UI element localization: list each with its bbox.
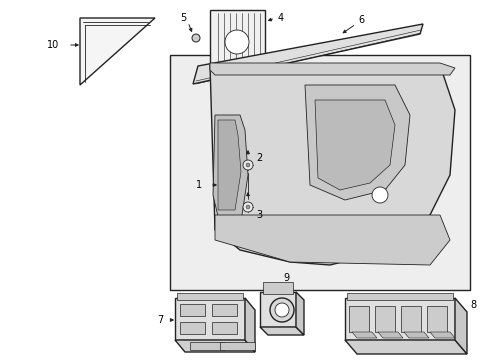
Polygon shape: [180, 304, 204, 316]
Polygon shape: [218, 120, 241, 210]
Polygon shape: [429, 332, 454, 338]
Polygon shape: [80, 18, 155, 85]
Polygon shape: [220, 342, 254, 350]
Text: 8: 8: [469, 300, 475, 310]
Polygon shape: [260, 292, 295, 327]
Circle shape: [243, 202, 252, 212]
Polygon shape: [263, 282, 292, 294]
Polygon shape: [374, 306, 394, 332]
Polygon shape: [175, 298, 244, 340]
Text: 3: 3: [256, 210, 262, 220]
Text: 7: 7: [157, 315, 163, 325]
Circle shape: [245, 163, 249, 167]
Polygon shape: [377, 332, 402, 338]
Polygon shape: [305, 85, 409, 200]
Text: 9: 9: [283, 273, 288, 283]
Polygon shape: [454, 298, 466, 354]
Text: 2: 2: [256, 153, 262, 163]
Polygon shape: [177, 293, 243, 300]
Polygon shape: [295, 292, 304, 335]
Polygon shape: [209, 10, 264, 65]
Polygon shape: [346, 293, 452, 300]
Polygon shape: [170, 55, 469, 290]
Circle shape: [243, 160, 252, 170]
Polygon shape: [215, 215, 449, 265]
Polygon shape: [400, 306, 420, 332]
Circle shape: [192, 34, 200, 42]
Polygon shape: [244, 298, 254, 352]
Polygon shape: [351, 332, 376, 338]
Circle shape: [269, 298, 293, 322]
Text: 1: 1: [196, 180, 202, 190]
Circle shape: [274, 303, 288, 317]
Polygon shape: [209, 63, 454, 75]
Text: 10: 10: [47, 40, 59, 50]
Circle shape: [224, 30, 248, 54]
Text: 4: 4: [278, 13, 284, 23]
Polygon shape: [345, 298, 454, 340]
Polygon shape: [175, 340, 254, 352]
Polygon shape: [403, 332, 428, 338]
Polygon shape: [193, 24, 422, 84]
Circle shape: [371, 187, 387, 203]
Polygon shape: [212, 322, 237, 334]
Polygon shape: [260, 327, 304, 335]
Polygon shape: [212, 304, 237, 316]
Polygon shape: [190, 342, 224, 350]
Circle shape: [245, 205, 249, 209]
Text: 5: 5: [180, 13, 186, 23]
Text: 6: 6: [357, 15, 364, 25]
Polygon shape: [314, 100, 394, 190]
Polygon shape: [426, 306, 446, 332]
Polygon shape: [213, 115, 247, 225]
Polygon shape: [209, 65, 454, 265]
Polygon shape: [345, 340, 466, 354]
Polygon shape: [180, 322, 204, 334]
Polygon shape: [348, 306, 368, 332]
